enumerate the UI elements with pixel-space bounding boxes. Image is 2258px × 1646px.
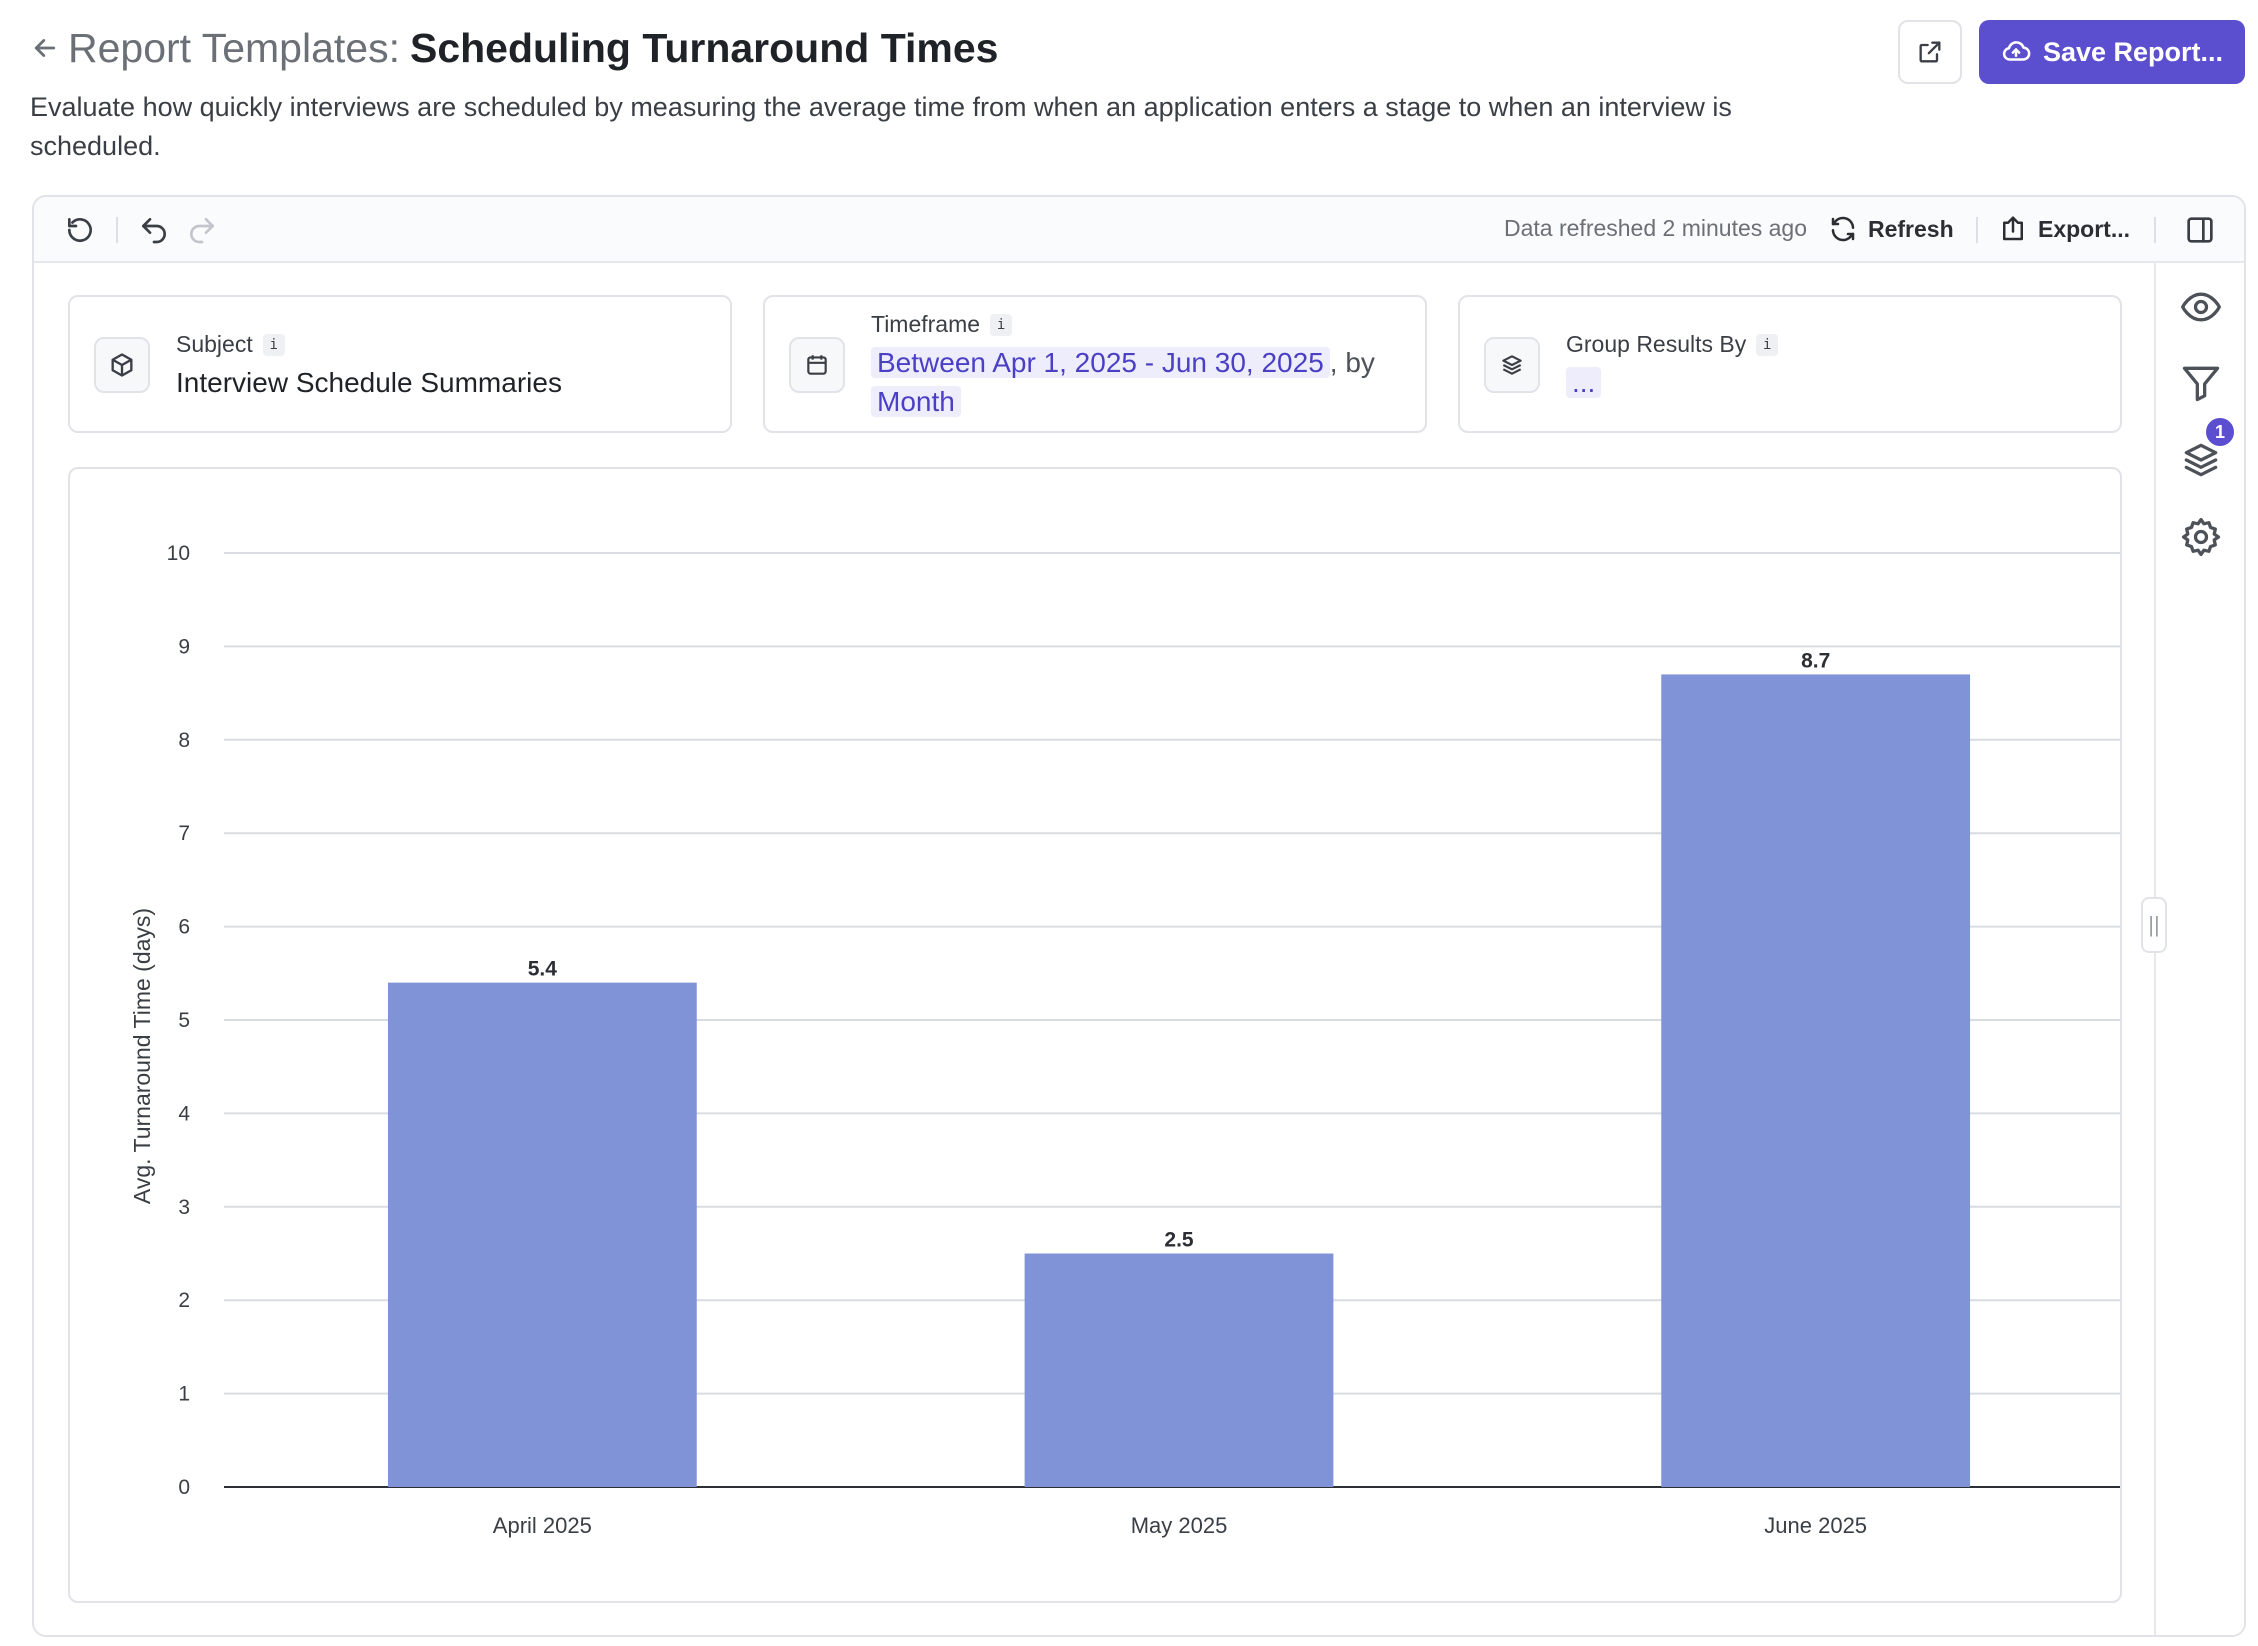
report-panel: Data refreshed 2 minutes ago Refresh Exp…	[32, 195, 2246, 1637]
timeframe-card[interactable]: Timeframe i Between Apr 1, 2025 - Jun 30…	[763, 295, 1427, 433]
resize-handle[interactable]: ||	[2141, 897, 2167, 953]
bar-april-2025	[387, 982, 697, 1487]
subject-label-row: Subject i	[176, 331, 285, 358]
filter-icon[interactable]	[2179, 361, 2223, 405]
group-value-chip[interactable]: ...	[1566, 367, 1602, 398]
calendar-icon	[789, 337, 845, 393]
back-arrow-icon[interactable]	[30, 33, 60, 63]
y-tick-label: 9	[178, 635, 190, 658]
y-tick-label: 6	[178, 916, 190, 939]
y-tick-label: 4	[178, 1102, 190, 1125]
bar-may-2025	[1024, 1253, 1334, 1487]
subject-label: Subject	[176, 331, 253, 357]
timeframe-value: Between Apr 1, 2025 - Jun 30, 2025, by M…	[871, 343, 1411, 421]
group-label: Group Results By	[1566, 331, 1747, 357]
subject-value: Interview Schedule Summaries	[176, 367, 562, 398]
undo-icon[interactable]	[138, 214, 170, 246]
open-external-button[interactable]	[1898, 20, 1962, 84]
group-label-row: Group Results By i	[1566, 331, 1779, 358]
page-header: Report Templates: Scheduling Turnaround …	[30, 18, 1830, 166]
subject-card[interactable]: Subject i Interview Schedule Summaries	[68, 295, 732, 433]
toolbar-divider	[1976, 217, 1978, 243]
subject-cube-icon	[94, 337, 150, 393]
x-tick-label: June 2025	[1764, 1513, 1867, 1538]
y-tick-label: 2	[178, 1289, 190, 1312]
bar-chart: 0 1 2 3 4 5 6 7 8 9 10 Avg. Turnaround Time (days) 5…	[129, 542, 2134, 1538]
gear-icon[interactable]	[2179, 515, 2223, 559]
bar-june-2025	[1661, 674, 1971, 1487]
refresh-label: Refresh	[1868, 215, 1954, 242]
cloud-upload-icon	[2002, 41, 2031, 61]
group-results-card[interactable]: Group Results By i ...	[1458, 295, 2122, 433]
group-value: ...	[1566, 367, 1602, 399]
timeframe-info-icon[interactable]: i	[990, 313, 1013, 336]
page-description: Evaluate how quickly interviews are sche…	[30, 92, 1732, 161]
layers-icon[interactable]	[2179, 438, 2223, 482]
save-report-button[interactable]: Save Report...	[1979, 20, 2245, 84]
timeframe-by-text: , by	[1329, 347, 1375, 378]
chart-card: 0 1 2 3 4 5 6 7 8 9 10 Avg. Turnaround Time (days) 5…	[68, 467, 2134, 1603]
y-tick-label: 0	[178, 1476, 190, 1499]
toolbar-divider	[116, 217, 118, 243]
eye-icon[interactable]	[2179, 285, 2223, 329]
y-axis-label: Avg. Turnaround Time (days)	[129, 908, 155, 1204]
timeframe-label-row: Timeframe i	[871, 311, 1013, 338]
y-tick-label: 8	[178, 729, 190, 752]
bar-value-label: 8.7	[1801, 649, 1830, 672]
export-icon	[2003, 216, 2023, 241]
panel-toggle-icon[interactable]	[2184, 214, 2216, 246]
y-tick-label: 3	[178, 1196, 190, 1219]
external-link-icon	[1919, 41, 1941, 63]
redo-icon[interactable]	[186, 214, 218, 246]
bar-value-label: 2.5	[1164, 1229, 1194, 1252]
layers-count-badge: 1	[2204, 416, 2236, 448]
toolbar-divider	[2154, 217, 2156, 243]
y-tick-label: 7	[178, 822, 190, 845]
layers-icon	[1484, 337, 1540, 393]
report-toolbar: Data refreshed 2 minutes ago Refresh Exp…	[34, 197, 2244, 263]
group-info-icon[interactable]: i	[1756, 333, 1779, 356]
subject-info-icon[interactable]: i	[262, 333, 285, 356]
save-report-label: Save Report...	[2042, 36, 2224, 67]
refresh-icon	[1831, 216, 1855, 242]
export-button[interactable]: Export...	[1998, 211, 2130, 247]
x-tick-label: May 2025	[1131, 1513, 1228, 1538]
page-title: Scheduling Turnaround Times	[409, 24, 999, 71]
y-tick-label: 1	[178, 1383, 190, 1406]
export-label: Export...	[2038, 215, 2131, 242]
timeframe-range-chip[interactable]: Between Apr 1, 2025 - Jun 30, 2025	[871, 347, 1330, 378]
bar-value-label: 5.4	[528, 958, 558, 981]
timeframe-label: Timeframe	[871, 311, 981, 337]
title-row: Report Templates: Scheduling Turnaround …	[30, 18, 1830, 78]
reset-icon[interactable]	[64, 214, 96, 246]
y-tick-label: 10	[167, 542, 190, 565]
x-tick-label: April 2025	[493, 1513, 592, 1538]
timeframe-granularity-chip[interactable]: Month	[871, 386, 961, 417]
breadcrumb-report-templates[interactable]: Report Templates:	[68, 24, 400, 71]
refresh-button[interactable]: Refresh	[1828, 211, 1954, 247]
y-tick-label: 5	[178, 1009, 190, 1032]
data-refreshed-status: Data refreshed 2 minutes ago	[1504, 215, 1808, 241]
side-rail: 1	[2154, 263, 2244, 1635]
